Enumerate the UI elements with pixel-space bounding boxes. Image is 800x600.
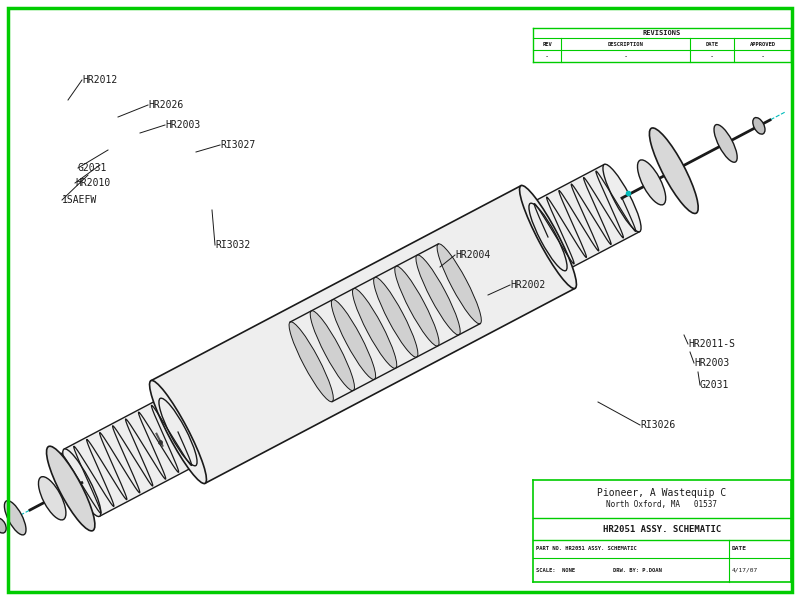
- Polygon shape: [64, 398, 196, 517]
- Text: HR2003: HR2003: [165, 120, 200, 130]
- Ellipse shape: [0, 518, 6, 533]
- Ellipse shape: [650, 128, 698, 214]
- Ellipse shape: [714, 125, 737, 162]
- Ellipse shape: [416, 255, 460, 335]
- Ellipse shape: [62, 449, 101, 517]
- Text: REVISIONS: REVISIONS: [643, 30, 681, 36]
- Text: Pioneer, A Wastequip C: Pioneer, A Wastequip C: [598, 488, 726, 498]
- Text: RI3032: RI3032: [215, 240, 250, 250]
- Text: -: -: [624, 53, 628, 59]
- Ellipse shape: [603, 164, 641, 232]
- Ellipse shape: [150, 380, 206, 484]
- Text: HR2002: HR2002: [510, 280, 546, 290]
- Text: APPROVED: APPROVED: [750, 41, 776, 46]
- Ellipse shape: [374, 277, 418, 357]
- Ellipse shape: [437, 244, 482, 324]
- Text: DRW. BY: P.DOAN: DRW. BY: P.DOAN: [613, 568, 662, 572]
- Ellipse shape: [331, 299, 376, 379]
- Ellipse shape: [289, 322, 334, 402]
- Ellipse shape: [38, 476, 66, 520]
- Text: HR2010: HR2010: [75, 178, 110, 188]
- Polygon shape: [151, 185, 575, 484]
- Text: HR2012: HR2012: [82, 75, 118, 85]
- Text: DATE: DATE: [732, 547, 747, 551]
- Text: HR2051 ASSY. SCHEMATIC: HR2051 ASSY. SCHEMATIC: [603, 524, 721, 533]
- Text: RI3027: RI3027: [220, 140, 255, 150]
- Text: SCALE:  NONE: SCALE: NONE: [536, 568, 575, 572]
- Text: HR2011-S: HR2011-S: [688, 339, 735, 349]
- Ellipse shape: [46, 446, 95, 531]
- Text: DATE: DATE: [706, 41, 719, 46]
- Text: REV: REV: [542, 41, 552, 46]
- Text: 4/17/07: 4/17/07: [732, 568, 758, 572]
- Ellipse shape: [4, 500, 26, 535]
- Text: North Oxford, MA   01537: North Oxford, MA 01537: [606, 499, 718, 509]
- Ellipse shape: [310, 311, 354, 391]
- Text: RI3026: RI3026: [640, 420, 675, 430]
- Ellipse shape: [519, 185, 577, 289]
- Text: -: -: [545, 53, 550, 59]
- Text: G2031: G2031: [78, 163, 107, 173]
- Text: G2031: G2031: [700, 380, 730, 390]
- Ellipse shape: [159, 398, 197, 466]
- Text: 1SAEFW: 1SAEFW: [62, 195, 98, 205]
- Text: PART NO. HR2051 ASSY. SCHEMATIC: PART NO. HR2051 ASSY. SCHEMATIC: [536, 547, 637, 551]
- Text: HR2004: HR2004: [455, 250, 490, 260]
- Ellipse shape: [529, 203, 567, 271]
- Text: -: -: [761, 53, 765, 59]
- Text: -: -: [710, 53, 714, 59]
- Polygon shape: [530, 164, 640, 271]
- Ellipse shape: [638, 160, 666, 205]
- Text: HR2026: HR2026: [148, 100, 183, 110]
- Ellipse shape: [753, 118, 765, 134]
- Text: DESCRIPTION: DESCRIPTION: [608, 41, 644, 46]
- Text: HR2003: HR2003: [694, 358, 730, 368]
- Ellipse shape: [394, 266, 439, 346]
- Ellipse shape: [353, 289, 397, 368]
